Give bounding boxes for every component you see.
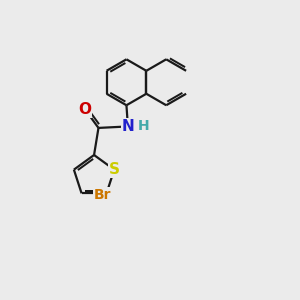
Text: Br: Br: [93, 188, 111, 202]
Text: S: S: [109, 162, 120, 177]
Text: O: O: [79, 102, 92, 117]
Text: H: H: [137, 119, 149, 134]
Text: N: N: [122, 119, 134, 134]
